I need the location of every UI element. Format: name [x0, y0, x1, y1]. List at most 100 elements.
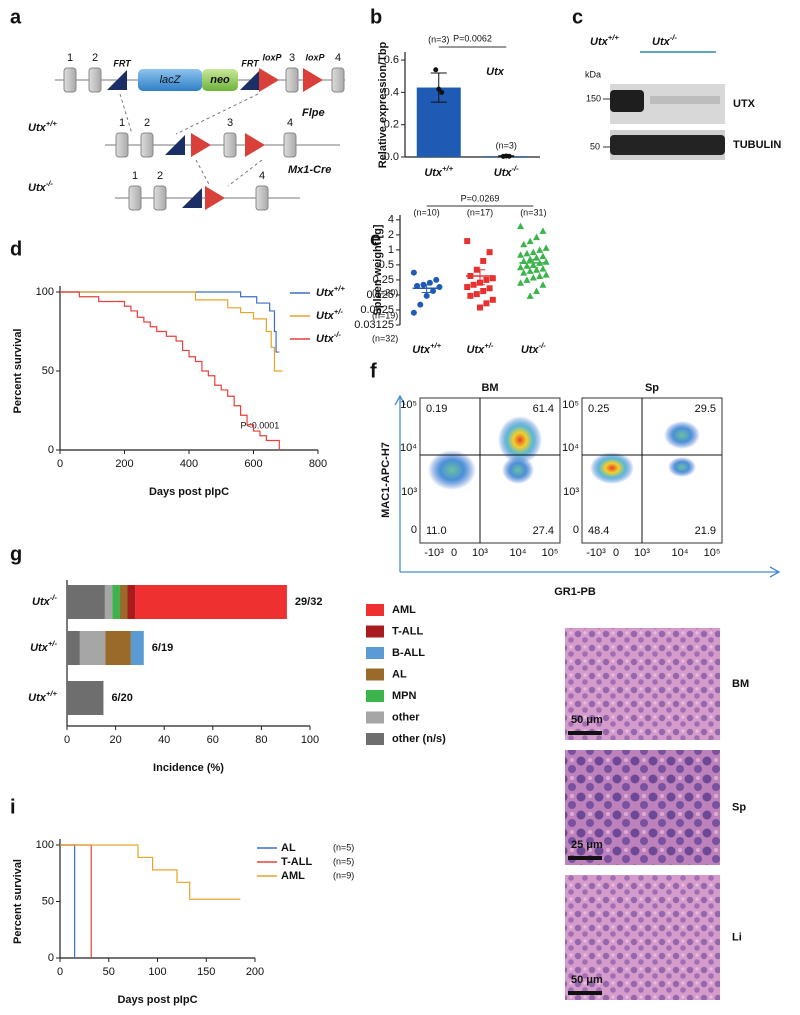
data-point — [536, 272, 544, 279]
y-tick-label: 0 — [48, 952, 54, 964]
data-point — [464, 238, 471, 245]
legend-n: (n=5) — [333, 856, 354, 866]
n-label: (n=10) — [414, 207, 440, 217]
legend-label: other — [392, 711, 420, 723]
genotype-sup: -/- — [670, 33, 678, 42]
y-tick-label: 0.4 — [384, 86, 399, 98]
frt-site — [165, 135, 185, 155]
data-point — [539, 281, 547, 288]
chart-title: Utx — [486, 66, 505, 78]
data-point — [506, 153, 512, 159]
x-tick-label: 200 — [246, 966, 264, 978]
panel-letter: b — [370, 6, 382, 28]
x-tick-label: 60 — [207, 734, 219, 746]
x-tick-label: 10³ — [634, 547, 650, 559]
plot-title: Sp — [645, 382, 659, 394]
y-tick-label: 0.03125 — [354, 319, 394, 331]
data-point — [483, 300, 490, 307]
blot-band — [650, 96, 720, 104]
quadrant-value: 27.4 — [533, 525, 554, 537]
label: 4 — [287, 117, 293, 129]
x-axis-title: Incidence (%) — [153, 762, 224, 774]
loxp-site — [259, 68, 279, 92]
genotype-base: Utx — [590, 36, 609, 48]
data-point — [426, 279, 433, 286]
data-point — [467, 292, 474, 299]
label: 1 — [119, 117, 125, 129]
genotype-base: Utx — [32, 596, 51, 608]
y-axis-title: MAC1-APC-H7 — [380, 442, 392, 518]
y-tick-label: 0.0625 — [360, 304, 394, 316]
data-point — [436, 284, 443, 291]
data-point — [542, 244, 550, 251]
x-tick-label: 400 — [180, 458, 198, 470]
p-value: P=0.0269 — [461, 193, 500, 203]
axis-arrow — [394, 394, 406, 572]
survival-curve — [60, 844, 241, 900]
legend-label: T-ALL — [392, 625, 423, 637]
bar-segment — [135, 585, 287, 619]
y-tick-label: Utx+/- — [30, 639, 57, 654]
genotype-sup: -/- — [46, 179, 54, 188]
genotype-sup: +/- — [484, 341, 494, 350]
x-tick-label: Utx+/+ — [412, 341, 441, 356]
density-cloud — [498, 416, 542, 464]
genotype-label: Utx+/+ — [28, 119, 57, 134]
data-point — [517, 263, 525, 271]
data-point — [533, 287, 541, 295]
loxp-site — [303, 68, 323, 92]
genotype-label: Utx-/- — [28, 179, 53, 194]
legend-label: AL — [281, 842, 296, 854]
density-cloud — [668, 457, 696, 477]
data-point — [489, 296, 496, 303]
y-tick-label: 0.6 — [384, 54, 399, 66]
survival-curve — [60, 844, 92, 958]
density-cloud — [502, 456, 534, 484]
x-tick-label: -10³ — [586, 547, 606, 559]
x-tick-label: 600 — [244, 458, 262, 470]
x-tick-label: 800 — [309, 458, 327, 470]
n-label: (n=3) — [496, 140, 517, 150]
data-point — [542, 271, 550, 278]
data-point — [529, 248, 537, 256]
x-tick-label: 10⁵ — [542, 547, 559, 559]
genotype-sup: +/+ — [46, 119, 58, 128]
data-point — [436, 86, 442, 92]
label: FRT — [241, 58, 260, 68]
label: TUBULIN — [733, 139, 781, 151]
panel-letter: a — [10, 6, 22, 28]
data-point — [464, 284, 471, 291]
genotype-base: Utx — [521, 344, 540, 356]
data-point — [480, 288, 487, 295]
line — [175, 93, 259, 135]
genotype-base: Utx — [467, 344, 486, 356]
data-point — [520, 269, 528, 276]
genotype-base: Utx — [28, 182, 47, 194]
data-point — [536, 246, 544, 253]
label: 4 — [335, 52, 341, 64]
label: loxP — [305, 52, 325, 62]
loxp-site — [205, 186, 225, 210]
exon — [128, 185, 142, 211]
data-point — [529, 273, 537, 281]
data-point — [539, 227, 547, 234]
data-point — [439, 89, 445, 95]
x-tick-label: 200 — [115, 458, 133, 470]
genotype-sup: -/- — [539, 341, 547, 350]
bar-segment — [130, 631, 144, 665]
scale-label: 25 μm — [571, 839, 603, 851]
blot-band — [610, 135, 725, 155]
data-point — [533, 233, 541, 241]
legend-label: AML — [392, 604, 416, 616]
bar-segment — [112, 585, 120, 619]
genotype-sup: +/+ — [442, 164, 454, 173]
label: loxP — [262, 52, 282, 62]
bar-segment — [105, 631, 131, 665]
legend-swatch — [366, 625, 384, 638]
legend-n: (n=5) — [333, 842, 354, 852]
legend-label: AL — [392, 668, 407, 680]
x-tick-label: 0 — [613, 547, 619, 559]
y-tick-label: 50 — [42, 895, 54, 907]
x-tick-label: 150 — [197, 966, 215, 978]
genotype-base: Utx — [424, 167, 443, 179]
